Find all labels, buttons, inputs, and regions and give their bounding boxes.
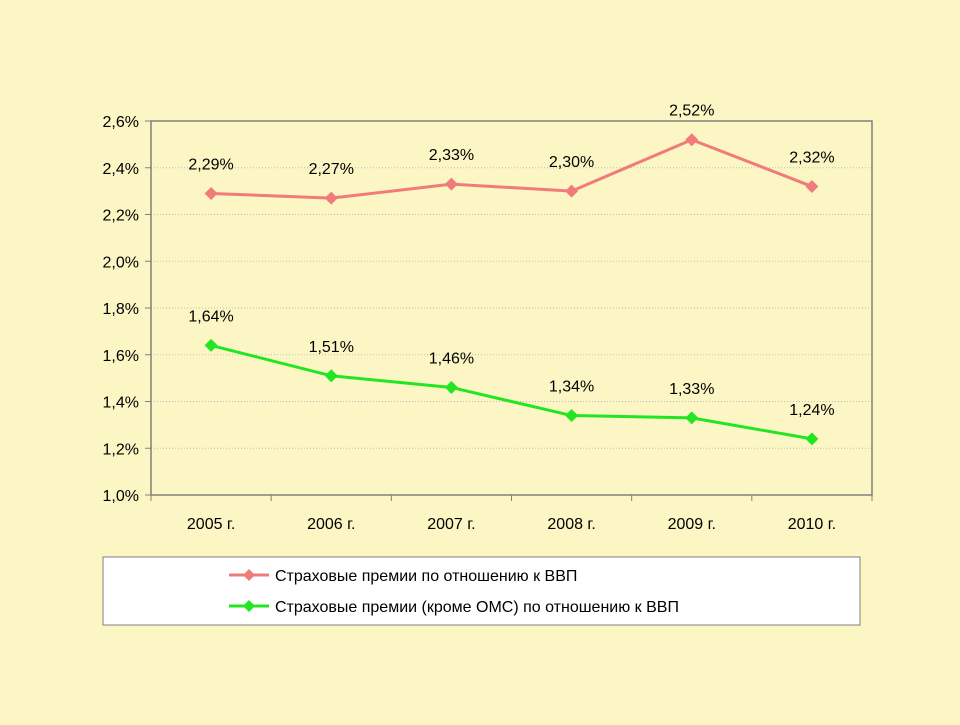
- y-tick-label: 1,0%: [103, 488, 139, 505]
- data-label: 1,46%: [429, 350, 474, 367]
- x-tick-label: 2005 г.: [187, 516, 235, 533]
- data-point: [324, 191, 338, 205]
- data-point: [685, 133, 699, 147]
- data-point: [324, 369, 338, 383]
- data-label: 2,29%: [188, 156, 233, 173]
- gridlines: [151, 167, 872, 449]
- data-point: [565, 184, 579, 198]
- x-tick-label: 2006 г.: [307, 516, 355, 533]
- y-axis: 1,0% 1,2% 1,4% 1,6% 1,8% 2,0% 2,2% 2,4% 2,6%: [103, 114, 151, 505]
- series-line-1: [210, 343, 813, 441]
- x-axis: 2005 г. 2006 г. 2007 г. 2008 г. 2009 г. 2010 …: [150, 495, 873, 533]
- y-tick-label: 1,6%: [103, 348, 139, 365]
- legend-label-0: Страховые премии по отношению к ВВП: [275, 568, 577, 585]
- data-point: [805, 432, 819, 446]
- data-point: [565, 409, 579, 423]
- data-label: 2,27%: [309, 161, 354, 178]
- legend-item-0: Страховые премии по отношению к ВВП: [229, 568, 577, 585]
- y-tick-label: 1,2%: [103, 441, 139, 458]
- x-tick-label: 2010 г.: [788, 516, 836, 533]
- x-tick-label: 2009 г.: [668, 516, 716, 533]
- x-tick-label: 2007 г.: [427, 516, 475, 533]
- y-tick-label: 2,0%: [103, 254, 139, 271]
- data-label: 2,52%: [669, 103, 714, 120]
- data-point: [444, 177, 458, 191]
- data-point: [444, 380, 458, 394]
- legend-marker-0: [243, 569, 255, 581]
- data-label: 2,30%: [549, 154, 594, 171]
- series-lines: [204, 133, 819, 446]
- data-label: 1,33%: [669, 381, 714, 398]
- legend-box: [102, 556, 861, 626]
- data-label: 1,24%: [789, 402, 834, 419]
- data-labels: 2,29% 2,27% 2,33% 2,30% 2,52% 2,32% 1,64% 1,51%…: [188, 103, 834, 419]
- series-line-0: [211, 138, 813, 200]
- data-label: 1,34%: [549, 379, 594, 396]
- legend-item-1: Страховые премии (кроме ОМС) по отношени…: [229, 599, 679, 616]
- y-tick-label: 2,6%: [103, 114, 139, 131]
- data-point: [805, 179, 819, 193]
- x-tick-label: 2008 г.: [547, 516, 595, 533]
- data-label: 1,64%: [188, 308, 233, 325]
- data-point: [204, 338, 218, 352]
- y-tick-label: 1,4%: [103, 395, 139, 412]
- y-tick-label: 2,4%: [103, 161, 139, 178]
- data-label: 1,51%: [309, 339, 354, 356]
- legend-marker-1: [243, 600, 255, 612]
- data-label: 2,33%: [429, 147, 474, 164]
- legend-label-1: Страховые премии (кроме ОМС) по отношени…: [275, 599, 679, 616]
- data-label: 2,32%: [789, 149, 834, 166]
- y-tick-label: 2,2%: [103, 208, 139, 225]
- data-point: [204, 186, 218, 200]
- legend: Страховые премии по отношению к ВВП Стра…: [102, 556, 861, 626]
- y-tick-label: 1,8%: [103, 301, 139, 318]
- data-point: [685, 411, 699, 425]
